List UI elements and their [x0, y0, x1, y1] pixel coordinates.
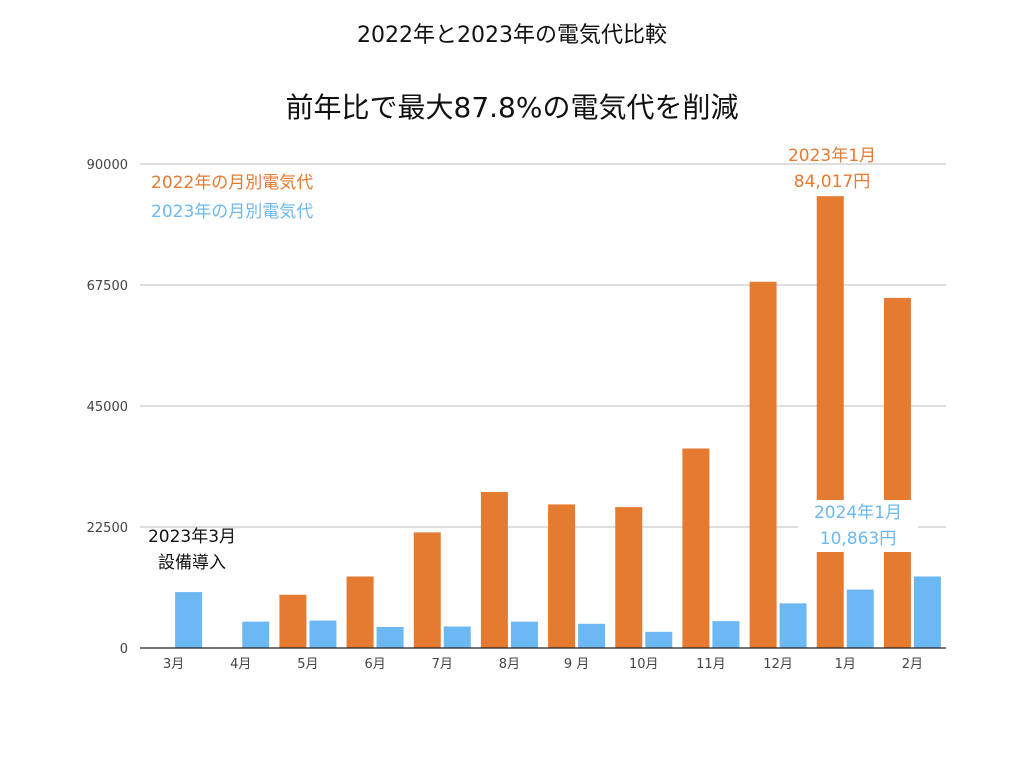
- x-tick-label: 12月: [763, 657, 793, 672]
- x-tick-label: 9 月: [564, 657, 589, 672]
- bar-2023-8: [712, 621, 740, 648]
- bar-2023-3: [376, 627, 404, 648]
- annotation-install-text: 設備導入: [158, 553, 226, 573]
- bar-2023-6: [578, 623, 606, 648]
- x-tick-label: 3月: [163, 657, 184, 672]
- annotation-max-2023: 2023年1月 84,017円: [762, 143, 902, 195]
- bar-2022-11: [883, 297, 911, 648]
- bar-2023-2: [309, 620, 337, 648]
- bar-2023-10: [846, 589, 874, 648]
- y-tick-label: 67500: [87, 279, 128, 294]
- bars: [175, 196, 941, 649]
- bar-2022-8: [682, 448, 710, 648]
- y-tick-label: 45000: [87, 400, 128, 415]
- bar-2023-0: [175, 592, 203, 648]
- legend-item-2023: 2023年の月別電気代: [151, 202, 314, 222]
- bar-2022-5: [480, 492, 508, 648]
- bar-2023-1: [242, 621, 270, 648]
- annotation-min-2024: 2024年1月 10,863円: [798, 500, 918, 552]
- annotation-install-date: 2023年3月: [147, 527, 237, 547]
- bar-2022-3: [346, 576, 374, 648]
- y-tick-label: 22500: [87, 521, 128, 536]
- x-tick-label: 2月: [902, 657, 923, 672]
- x-tick-label: 8月: [499, 657, 520, 672]
- bar-2023-5: [510, 621, 538, 648]
- chart-title: 2022年と2023年の電気代比較: [357, 23, 667, 48]
- y-tick-label: 0: [120, 642, 128, 657]
- bar-2022-9: [749, 281, 777, 648]
- annotation-min-2024-value: 10,863円: [819, 529, 897, 549]
- annotation-max-2023-month: 2023年1月: [787, 146, 877, 166]
- annotation-min-2024-month: 2024年1月: [813, 503, 903, 523]
- x-axis-ticks: 3月 4月 5月 6月 7月 8月 9 月 10月 11月 12月 1月 2月: [163, 657, 923, 672]
- legend-item-2022: 2022年の月別電気代: [151, 173, 314, 193]
- bar-2023-7: [645, 631, 673, 648]
- x-tick-label: 5月: [297, 657, 318, 672]
- x-tick-label: 10月: [629, 657, 659, 672]
- chart-subtitle: 前年比で最大87.8%の電気代を削減: [285, 91, 739, 124]
- bar-2023-11: [913, 576, 941, 648]
- x-tick-label: 7月: [432, 657, 453, 672]
- bar-2022-4: [413, 532, 441, 648]
- x-tick-label: 11月: [696, 657, 726, 672]
- annotation-max-2023-value: 84,017円: [793, 172, 871, 192]
- x-tick-label: 4月: [230, 657, 251, 672]
- bar-2022-10: [816, 196, 844, 649]
- bar-2023-4: [443, 626, 471, 648]
- x-tick-label: 1月: [835, 657, 856, 672]
- bar-2022-7: [615, 507, 643, 648]
- bar-2023-9: [779, 603, 807, 648]
- annotation-install: 2023年3月 設備導入: [128, 524, 256, 576]
- bar-2022-6: [548, 504, 576, 648]
- x-tick-label: 6月: [364, 657, 385, 672]
- y-axis-ticks: 0 22500 45000 67500 90000: [87, 158, 128, 657]
- bar-2022-2: [279, 594, 307, 648]
- y-tick-label: 90000: [87, 158, 128, 173]
